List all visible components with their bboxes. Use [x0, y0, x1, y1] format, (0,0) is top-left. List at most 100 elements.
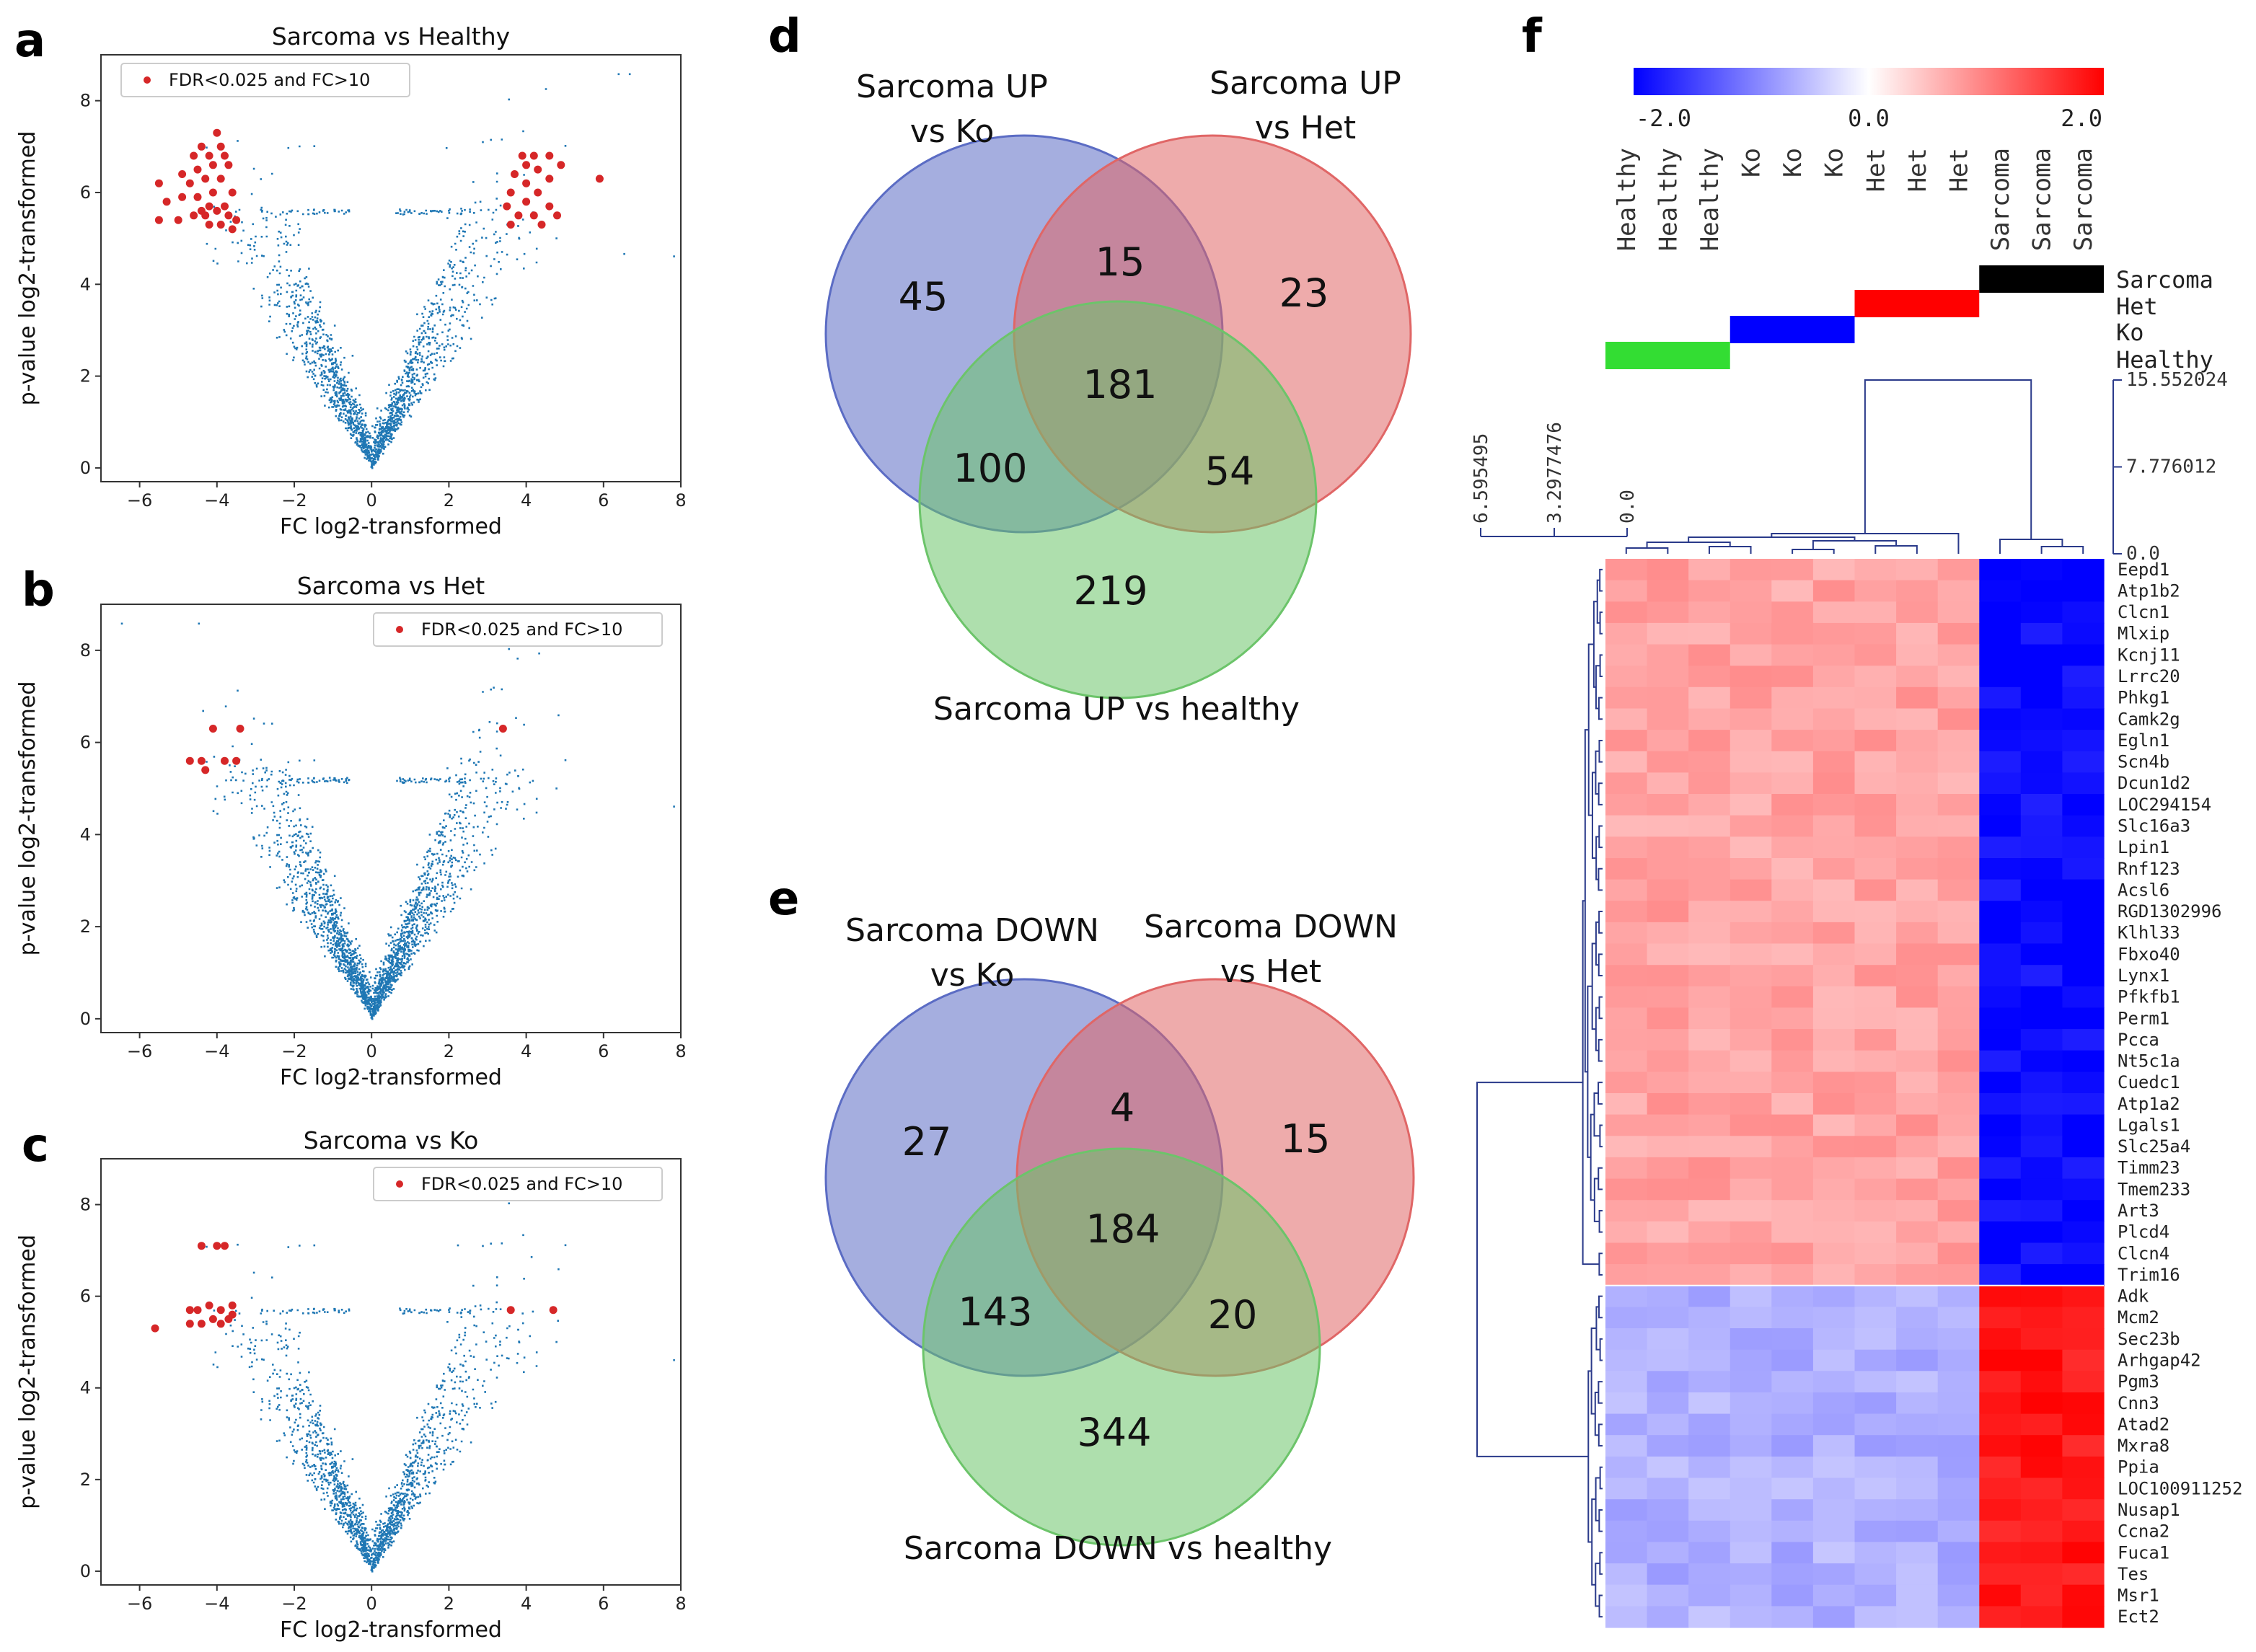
heatmap-cell — [1812, 1328, 1856, 1351]
heatmap-cell — [1605, 1221, 1648, 1243]
heatmap-cell — [1688, 1178, 1731, 1201]
heatmap-cell — [1771, 858, 1814, 880]
highlight-point — [498, 725, 507, 733]
heatmap-cell — [1979, 1349, 2022, 1371]
heatmap-cell — [1605, 1029, 1648, 1051]
dendro-branch — [1708, 546, 1752, 554]
heatmap-cell — [1771, 943, 1814, 966]
venn-circle-3 — [922, 1147, 1321, 1547]
highlight-point — [162, 198, 171, 206]
legend-box — [373, 612, 663, 647]
heatmap-cell — [2062, 1456, 2105, 1479]
gene-label: Plcd4 — [2118, 1222, 2169, 1242]
heatmap-cell — [1896, 1584, 1939, 1607]
heatmap-cell — [1937, 901, 1980, 923]
heatmap-cell — [1647, 1392, 1689, 1415]
heatmap-cell — [1647, 943, 1689, 966]
heatmap-cell — [1854, 708, 1897, 730]
heatmap-cell — [1979, 1477, 2022, 1500]
heatmap-cell — [1937, 986, 1980, 1008]
heatmap-cell — [1812, 1520, 1856, 1542]
gene-label: Pfkfb1 — [2118, 987, 2180, 1007]
heatmap-cell — [1979, 1413, 2022, 1436]
highlight-point — [185, 179, 194, 187]
heatmap-cell — [1854, 1157, 1897, 1180]
heatmap-cell — [1937, 1050, 1980, 1072]
gene-label: Lpin1 — [2118, 837, 2169, 857]
highlight-point — [193, 1306, 202, 1315]
heatmap-cell — [1896, 1563, 1939, 1586]
venn-set-label: vs Ko — [930, 957, 1015, 994]
heatmap-cell — [1979, 1093, 2022, 1116]
heatmap-cell — [1730, 1200, 1772, 1222]
heatmap-cell — [1647, 559, 1689, 581]
row-dendro-tick-label: 3.2977476 — [1544, 422, 1566, 524]
dendro-branch — [1599, 1124, 1603, 1148]
heatmap-cell — [1605, 1093, 1648, 1116]
gene-label: Nt5c1a — [2118, 1051, 2180, 1072]
heatmap-cell — [1854, 965, 1897, 987]
heatmap-cell — [1605, 1114, 1648, 1136]
heatmap-cell — [1854, 1221, 1897, 1243]
heatmap-cell — [1854, 622, 1897, 645]
heatmap-cell — [1896, 1435, 1939, 1457]
heatmap-cell — [2062, 901, 2105, 923]
heatmap-cell — [1688, 1520, 1731, 1542]
x-tick-label: −4 — [204, 490, 229, 511]
heatmap-cell — [1730, 815, 1772, 837]
gene-label: Trim16 — [2118, 1265, 2180, 1285]
heatmap-cell — [1896, 1520, 1939, 1542]
color-scale-mid: 0.0 — [1848, 105, 1890, 132]
dendro-branch — [1598, 1253, 1603, 1276]
heatmap-cell — [1812, 1456, 1856, 1479]
heatmap-cell — [1937, 1456, 1980, 1479]
heatmap-cell — [1896, 943, 1939, 966]
heatmap-cell — [1605, 1499, 1648, 1521]
heatmap-cell — [1688, 1349, 1731, 1371]
heatmap-cell — [1812, 943, 1856, 966]
heatmap-cell — [1647, 1264, 1689, 1286]
heatmap-cell — [2020, 1285, 2063, 1307]
heatmap-cell — [1605, 1264, 1648, 1286]
heatmap-cell — [1896, 1285, 1939, 1307]
heatmap-cell — [1771, 751, 1814, 773]
heatmap-cell — [1771, 1221, 1814, 1243]
heatmap-cell — [1812, 622, 1856, 645]
heatmap-cell — [1812, 1584, 1856, 1607]
heatmap-cell — [2020, 1349, 2063, 1371]
heatmap-cell — [1730, 666, 1772, 688]
heatmap-cell — [1896, 730, 1939, 752]
heatmap-cell — [1688, 1328, 1731, 1351]
heatmap-cell — [1979, 730, 2022, 752]
dendro-branch — [1598, 1509, 1603, 1532]
heatmap-cell — [1979, 986, 2022, 1008]
dendro-branch — [1599, 611, 1603, 635]
heatmap-cell — [1937, 943, 1980, 966]
heatmap-cell — [1688, 836, 1731, 859]
heatmap-cell — [1605, 986, 1648, 1008]
heatmap-cell — [1605, 858, 1648, 880]
heatmap-cell — [1854, 1563, 1897, 1586]
panel-label-c: c — [22, 1119, 49, 1172]
heatmap-cell — [1896, 1392, 1939, 1415]
heatmap-cell — [1771, 1328, 1814, 1351]
gene-label: Fbxo40 — [2118, 944, 2180, 964]
column-label: Het — [1944, 148, 1973, 192]
highlight-point — [205, 1301, 213, 1309]
heatmap-cell — [1647, 1328, 1689, 1351]
heatmap-cell — [2020, 1584, 2063, 1607]
heatmap-cell — [1605, 751, 1648, 773]
heatmap-cell — [1979, 1050, 2022, 1072]
heatmap-cell — [1896, 879, 1939, 901]
heatmap-cell — [1605, 666, 1648, 688]
y-tick-label: 6 — [80, 182, 91, 203]
gene-label: Arhgap42 — [2118, 1351, 2201, 1371]
heatmap-cell — [1854, 1114, 1897, 1136]
heatmap-cell — [1771, 986, 1814, 1008]
heatmap-cell — [1937, 1477, 1980, 1500]
heatmap-cell — [2062, 1136, 2105, 1158]
heatmap-cell — [1854, 986, 1897, 1008]
plot-frame — [100, 604, 682, 1033]
heatmap-cell — [1730, 879, 1772, 901]
x-tick-label: 0 — [366, 1041, 377, 1061]
